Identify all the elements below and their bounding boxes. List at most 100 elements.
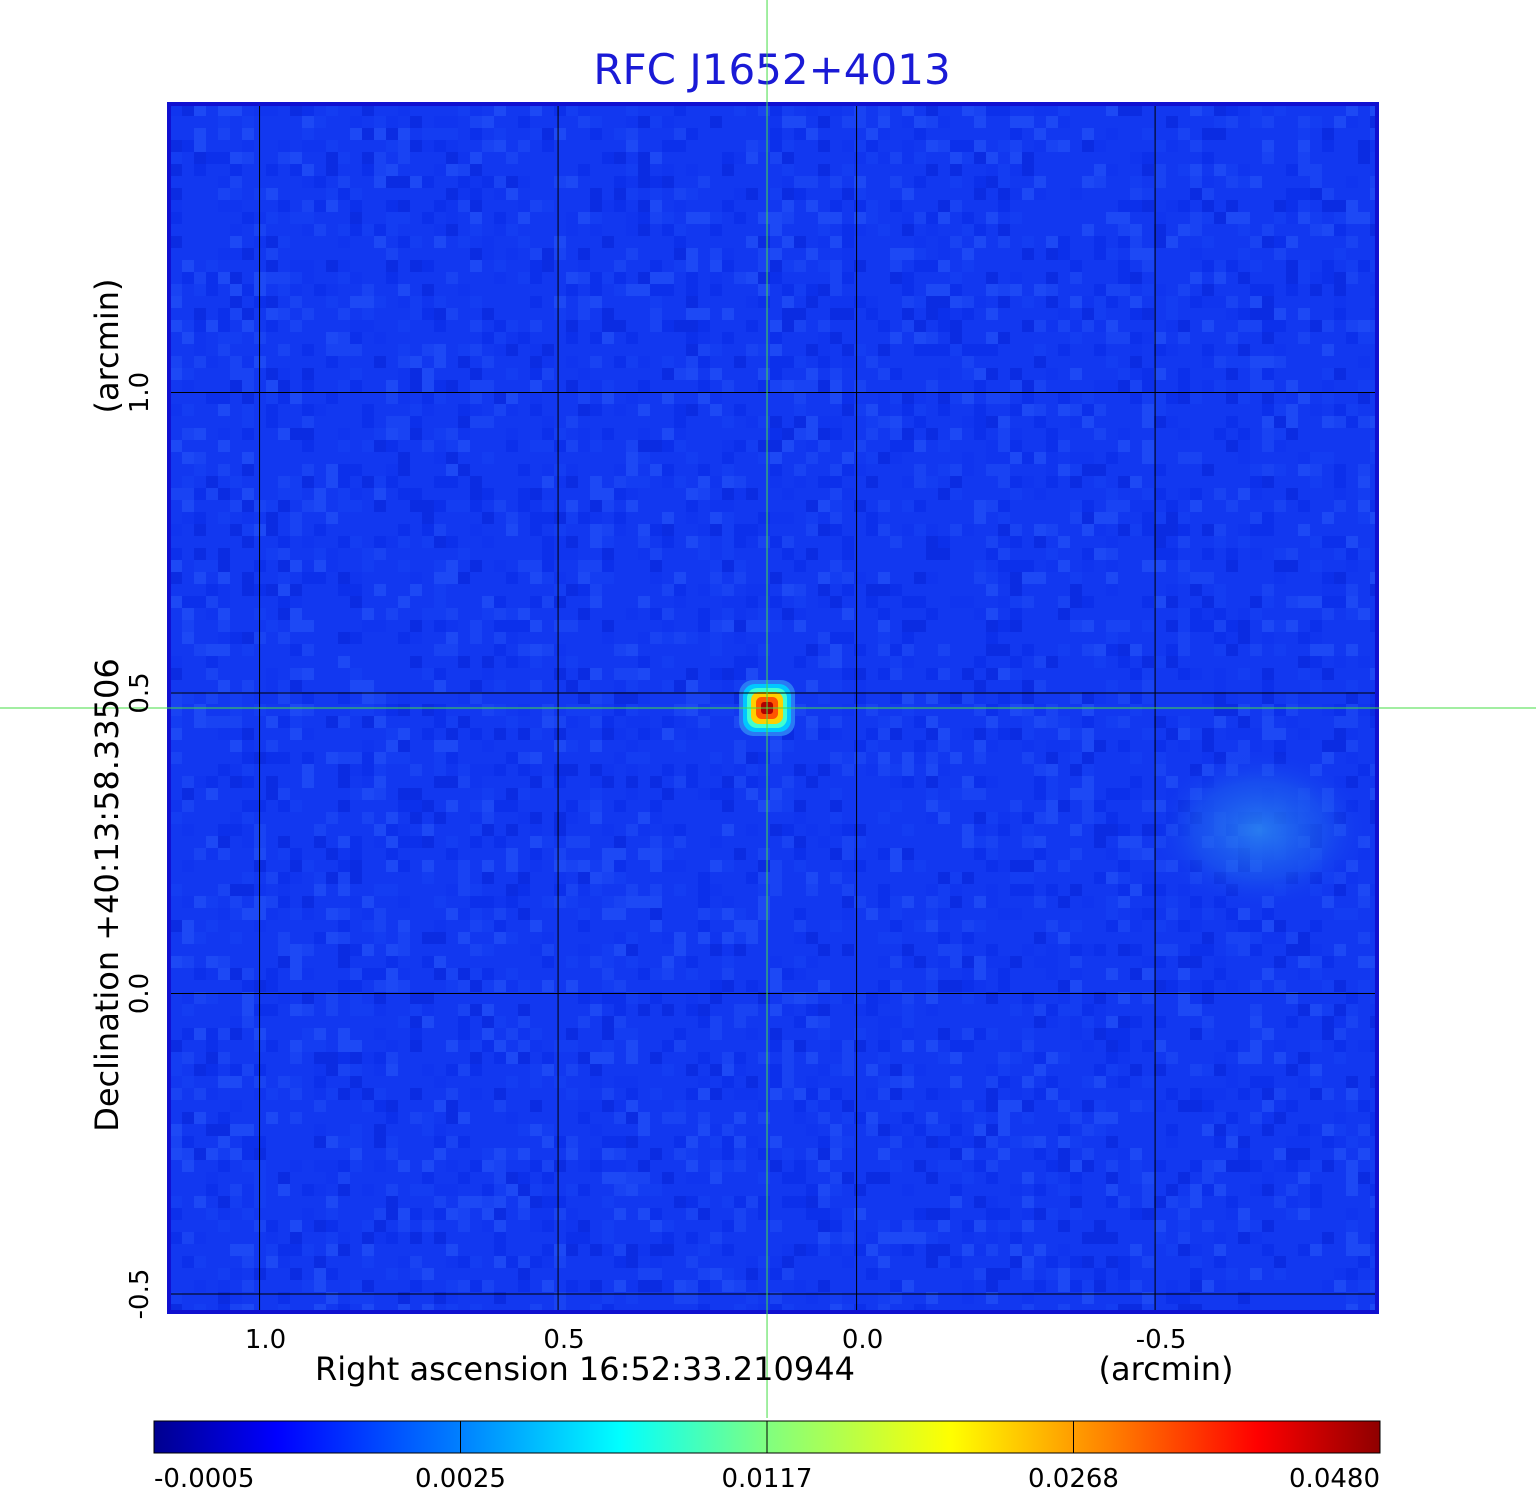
noise-pixel (698, 1172, 710, 1184)
noise-pixel (902, 272, 914, 284)
noise-pixel (410, 1112, 422, 1124)
noise-pixel (326, 1136, 338, 1148)
noise-pixel (578, 308, 590, 320)
noise-pixel (206, 1052, 218, 1064)
noise-pixel (1142, 620, 1154, 632)
noise-pixel (974, 176, 986, 188)
noise-pixel (686, 1064, 698, 1076)
noise-pixel (914, 260, 926, 272)
noise-pixel (554, 764, 566, 776)
noise-pixel (494, 320, 506, 332)
noise-pixel (1106, 1172, 1118, 1184)
noise-pixel (986, 332, 998, 344)
noise-pixel (266, 668, 278, 680)
noise-pixel (1346, 200, 1358, 212)
noise-pixel (926, 788, 938, 800)
noise-pixel (170, 320, 182, 332)
noise-pixel (974, 560, 986, 572)
noise-pixel (434, 428, 446, 440)
noise-pixel (1262, 728, 1274, 740)
noise-pixel (374, 992, 386, 1004)
noise-pixel (686, 164, 698, 176)
noise-pixel (1058, 608, 1070, 620)
noise-pixel (638, 272, 650, 284)
noise-pixel (590, 284, 602, 296)
noise-pixel (1274, 1088, 1286, 1100)
noise-pixel (698, 332, 710, 344)
noise-pixel (1142, 908, 1154, 920)
noise-pixel (842, 1304, 854, 1312)
noise-pixel (590, 572, 602, 584)
noise-pixel (1250, 1112, 1262, 1124)
noise-pixel (710, 644, 722, 656)
noise-pixel (362, 308, 374, 320)
noise-pixel (1046, 248, 1058, 260)
noise-pixel (290, 1232, 302, 1244)
noise-pixel (770, 1004, 782, 1016)
noise-pixel (1262, 1172, 1274, 1184)
noise-pixel (686, 368, 698, 380)
noise-pixel (1190, 1304, 1202, 1312)
noise-pixel (374, 500, 386, 512)
noise-pixel (602, 428, 614, 440)
noise-pixel (686, 992, 698, 1004)
noise-pixel (614, 680, 626, 692)
noise-pixel (1106, 560, 1118, 572)
noise-pixel (1142, 308, 1154, 320)
noise-pixel (1034, 128, 1046, 140)
noise-pixel (470, 476, 482, 488)
noise-pixel (974, 752, 986, 764)
noise-pixel (1010, 164, 1022, 176)
noise-pixel (182, 776, 194, 788)
noise-pixel (674, 440, 686, 452)
noise-pixel (782, 992, 794, 1004)
noise-pixel (902, 1280, 914, 1292)
noise-pixel (1214, 104, 1226, 116)
noise-pixel (710, 884, 722, 896)
noise-pixel (350, 968, 362, 980)
noise-pixel (350, 704, 362, 716)
noise-pixel (338, 440, 350, 452)
noise-pixel (410, 404, 422, 416)
noise-pixel (194, 332, 206, 344)
noise-pixel (830, 1172, 842, 1184)
noise-pixel (1046, 776, 1058, 788)
noise-pixel (326, 152, 338, 164)
noise-pixel (1298, 932, 1310, 944)
noise-pixel (518, 560, 530, 572)
noise-pixel (818, 836, 830, 848)
noise-pixel (938, 1136, 950, 1148)
noise-pixel (1106, 452, 1118, 464)
noise-pixel (482, 176, 494, 188)
noise-pixel (494, 272, 506, 284)
noise-pixel (1142, 668, 1154, 680)
noise-pixel (746, 872, 758, 884)
noise-pixel (986, 1172, 998, 1184)
noise-pixel (470, 968, 482, 980)
noise-pixel (398, 896, 410, 908)
noise-pixel (818, 1220, 830, 1232)
noise-pixel (170, 920, 182, 932)
noise-pixel (1010, 380, 1022, 392)
noise-pixel (794, 1196, 806, 1208)
noise-pixel (1046, 272, 1058, 284)
noise-pixel (230, 884, 242, 896)
noise-pixel (566, 1064, 578, 1076)
noise-pixel (1262, 392, 1274, 404)
noise-pixel (1058, 800, 1070, 812)
noise-pixel (938, 212, 950, 224)
noise-pixel (1010, 440, 1022, 452)
noise-pixel (878, 896, 890, 908)
noise-pixel (926, 1088, 938, 1100)
noise-pixel (470, 1088, 482, 1100)
noise-pixel (230, 284, 242, 296)
noise-pixel (914, 152, 926, 164)
noise-pixel (446, 152, 458, 164)
noise-pixel (182, 428, 194, 440)
y-axis-unit: (arcmin) (88, 279, 126, 414)
noise-pixel (1022, 392, 1034, 404)
noise-pixel (710, 404, 722, 416)
noise-pixel (1082, 1148, 1094, 1160)
colorbar-tick-label: 0.0480 (1289, 1464, 1380, 1494)
noise-pixel (1094, 656, 1106, 668)
